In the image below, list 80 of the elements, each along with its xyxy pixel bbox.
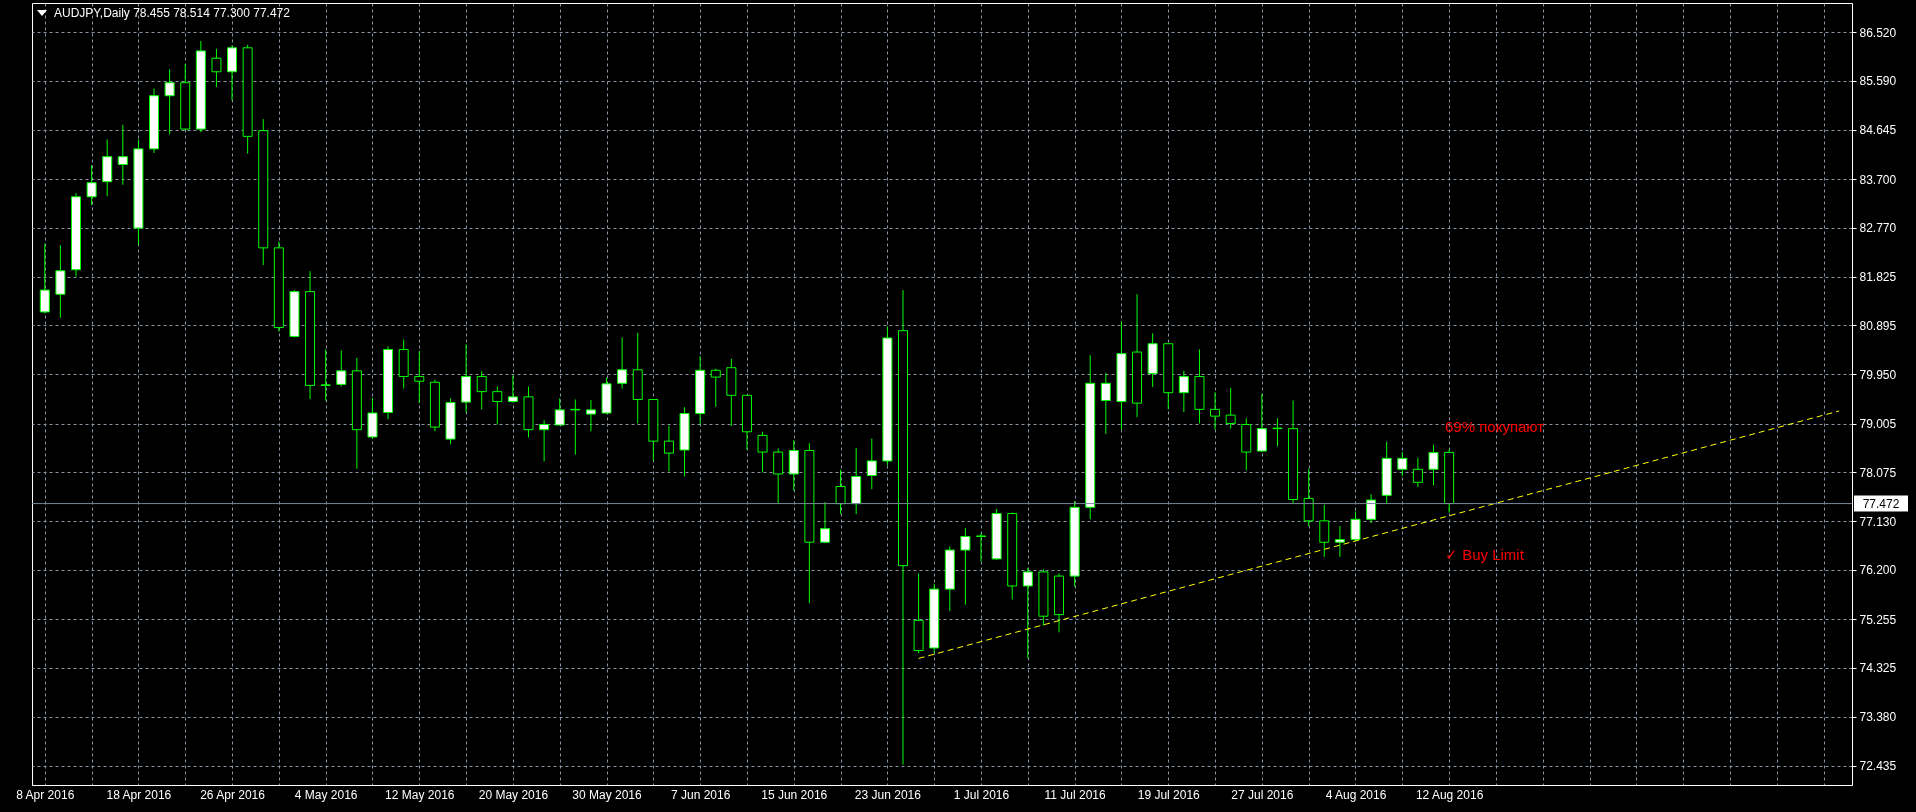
candlestick <box>773 447 784 505</box>
x-tick-label: 12 Aug 2016 <box>1415 787 1484 802</box>
x-tick-label: 8 Apr 2016 <box>16 787 75 802</box>
candlestick <box>1178 370 1189 413</box>
candlestick <box>367 397 378 440</box>
y-tick-label: 78.075 <box>1859 465 1897 480</box>
candlestick <box>554 397 565 426</box>
y-tick-label: 83.700 <box>1859 172 1897 187</box>
y-tick-label: 79.950 <box>1859 367 1897 382</box>
candlestick <box>1397 451 1408 477</box>
candlestick <box>819 501 830 544</box>
candlestick <box>336 350 347 387</box>
y-tick-label: 80.895 <box>1859 318 1897 333</box>
x-tick-label: 4 Aug 2016 <box>1325 787 1387 802</box>
y-tick-label: 74.325 <box>1859 661 1897 676</box>
candlestick <box>1350 510 1361 542</box>
x-tick-label: 7 Jun 2016 <box>670 787 731 802</box>
candlestick <box>86 164 97 206</box>
candlestick <box>663 425 674 472</box>
y-tick-label: 77.130 <box>1859 514 1897 529</box>
y-tick-label: 76.200 <box>1859 563 1897 578</box>
y-tick-label: 84.645 <box>1859 123 1897 138</box>
candlestick <box>617 336 628 390</box>
x-tick-label: 26 Apr 2016 <box>200 787 266 802</box>
candlestick <box>1225 387 1236 430</box>
candlestick <box>414 350 425 404</box>
candlestick <box>1022 567 1033 659</box>
y-tick-label: 72.435 <box>1859 759 1897 774</box>
candlestick <box>320 348 331 402</box>
x-tick-label: 20 May 2016 <box>478 787 549 802</box>
y-tick-label: 73.380 <box>1859 710 1897 725</box>
candlestick <box>117 124 128 186</box>
x-tick-label: 30 May 2016 <box>572 787 643 802</box>
y-tick-label: 79.005 <box>1859 417 1897 432</box>
candlestick <box>211 48 222 88</box>
y-tick-label: 86.520 <box>1859 25 1897 40</box>
candlestick <box>757 431 768 473</box>
candlestick <box>476 370 487 410</box>
x-tick-label: 15 Jun 2016 <box>761 787 828 802</box>
x-tick-label: 12 May 2016 <box>385 787 455 802</box>
annotation: 69% покупают <box>1445 418 1545 435</box>
candlestick <box>1412 457 1423 488</box>
x-tick-label: 19 Jul 2016 <box>1137 787 1201 802</box>
candlestick <box>976 532 987 562</box>
candlestick <box>539 419 550 462</box>
y-tick-label: 75.255 <box>1859 612 1897 627</box>
chart-title: AUDJPY,Daily 78.455 78.514 77.300 77.472 <box>54 6 291 20</box>
candlestick <box>1319 504 1330 558</box>
candlestick <box>788 439 799 492</box>
candlestick <box>55 244 66 319</box>
candlestick <box>1256 393 1267 453</box>
y-tick-label: 81.825 <box>1859 270 1897 285</box>
candlestick <box>1210 391 1221 431</box>
y-tick-label: 82.770 <box>1859 221 1897 236</box>
x-tick-label: 11 Jul 2016 <box>1044 787 1107 802</box>
candlestick <box>492 385 503 425</box>
candlestick <box>1272 417 1283 447</box>
ref-line-label: 77.472 <box>1862 496 1900 511</box>
candlestick <box>835 469 846 515</box>
candlestick <box>1334 525 1345 558</box>
candlestick <box>39 243 50 315</box>
candlestick <box>227 44 238 101</box>
candlestick <box>164 68 175 135</box>
candlestick <box>960 527 971 606</box>
annotation: ✓ Buy Limit <box>1445 546 1525 563</box>
x-tick-label: 1 Jul 2016 <box>953 787 1010 802</box>
candlestick <box>1428 444 1439 486</box>
candlestick <box>1100 372 1111 435</box>
x-tick-label: 23 Jun 2016 <box>854 787 922 802</box>
x-tick-label: 27 Jul 2016 <box>1231 787 1294 802</box>
candlestick <box>570 398 581 456</box>
x-tick-label: 18 Apr 2016 <box>106 787 172 802</box>
x-tick-label: 4 May 2016 <box>294 787 358 802</box>
y-tick-label: 85.590 <box>1859 74 1897 89</box>
candlestick <box>710 368 721 408</box>
candlestick <box>585 399 596 432</box>
candlestick <box>1303 468 1314 527</box>
candlestick <box>507 375 518 404</box>
candlestick <box>1366 493 1377 524</box>
candlestick <box>866 438 877 490</box>
